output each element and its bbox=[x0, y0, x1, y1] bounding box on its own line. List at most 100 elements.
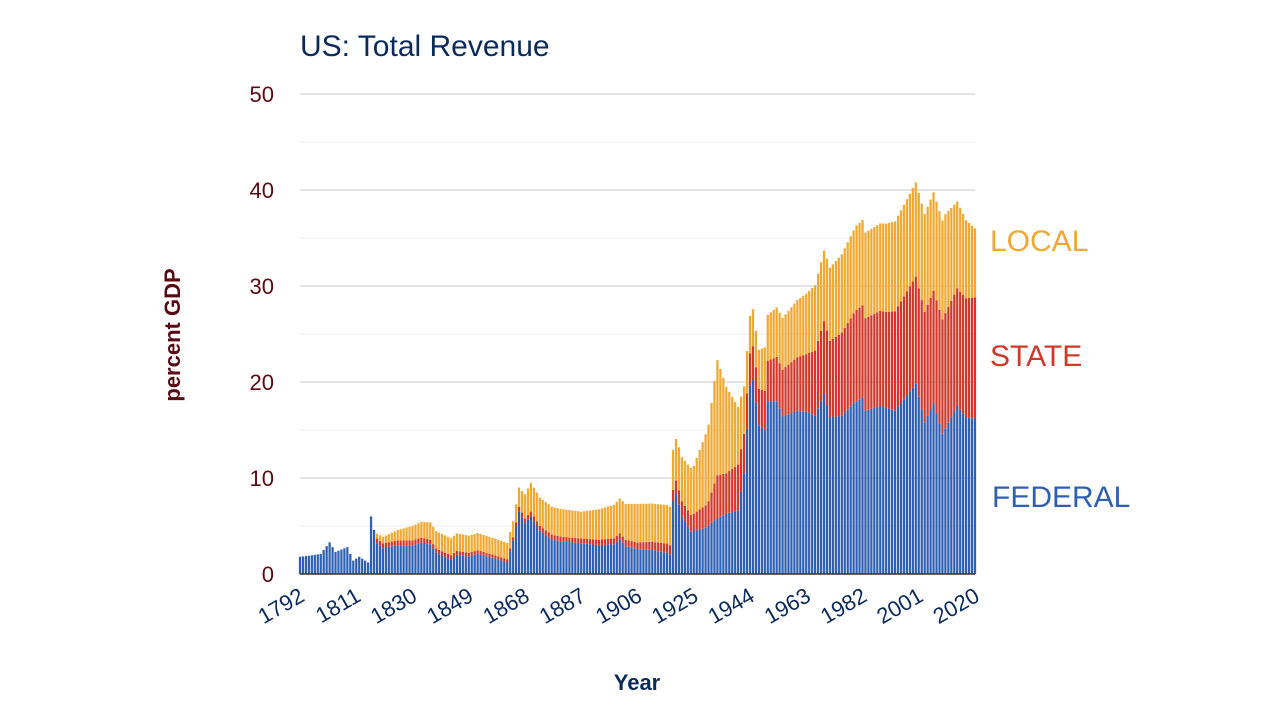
bar-local bbox=[911, 188, 914, 282]
bar-federal bbox=[805, 411, 808, 574]
bar-state bbox=[692, 513, 695, 531]
bar-state bbox=[408, 540, 411, 546]
bar-local bbox=[624, 503, 627, 540]
bar-local bbox=[816, 273, 820, 341]
bar-local bbox=[529, 482, 533, 512]
x-axis-ticks: 1792 1811 1830 1849 1868 1887 1906 1925 1944 1963… bbox=[254, 583, 984, 629]
bar-state bbox=[612, 538, 615, 545]
bar-state bbox=[378, 540, 382, 546]
bar-local bbox=[393, 531, 396, 541]
bar-federal bbox=[488, 557, 491, 574]
bar-state bbox=[914, 276, 917, 384]
bar-local bbox=[917, 192, 920, 289]
bar-state bbox=[532, 516, 535, 522]
bar-state bbox=[544, 530, 547, 536]
bar-federal bbox=[905, 395, 909, 574]
bar-local bbox=[674, 438, 678, 481]
bar-local bbox=[692, 465, 695, 514]
bar-local bbox=[769, 312, 772, 360]
bar-local bbox=[882, 223, 885, 312]
bar-state bbox=[636, 542, 639, 550]
bar-state bbox=[630, 541, 633, 548]
bar-state bbox=[923, 311, 926, 423]
bar-local bbox=[953, 204, 956, 295]
bar-state bbox=[825, 330, 829, 406]
bar-federal bbox=[888, 408, 891, 574]
bar-local bbox=[479, 534, 482, 552]
bar-local bbox=[497, 539, 500, 557]
bar-local bbox=[864, 232, 867, 319]
bar-federal bbox=[612, 544, 615, 574]
bar-local bbox=[947, 211, 950, 307]
bar-local bbox=[935, 201, 938, 301]
x-axis-label: Year bbox=[614, 670, 661, 695]
bar-federal bbox=[494, 558, 497, 574]
bar-federal bbox=[458, 555, 461, 574]
bar-state bbox=[562, 536, 565, 542]
bar-state bbox=[959, 291, 962, 410]
bar-federal bbox=[692, 530, 695, 574]
bar-federal bbox=[846, 409, 849, 574]
bar-state bbox=[938, 309, 941, 424]
bar-local bbox=[544, 502, 547, 531]
bar-local bbox=[491, 537, 494, 555]
bar-local bbox=[633, 503, 636, 542]
bar-local bbox=[905, 199, 909, 292]
bar-local bbox=[929, 199, 932, 298]
bar-federal bbox=[520, 517, 524, 574]
bar-federal bbox=[378, 545, 382, 574]
bar-state bbox=[828, 341, 832, 418]
bar-federal bbox=[834, 416, 837, 574]
bar-state bbox=[840, 332, 843, 416]
bar-federal bbox=[822, 393, 826, 574]
bar-local bbox=[876, 225, 879, 313]
bar-state bbox=[452, 553, 456, 558]
bar-state bbox=[683, 505, 686, 522]
bar-federal bbox=[716, 518, 719, 574]
bar-federal bbox=[432, 548, 435, 574]
bar-federal bbox=[757, 425, 760, 574]
bar-federal bbox=[443, 556, 447, 574]
bar-state bbox=[917, 288, 920, 397]
bar-state bbox=[707, 501, 710, 526]
bar-local bbox=[861, 219, 864, 306]
bar-local bbox=[811, 288, 814, 352]
bar-local bbox=[461, 534, 464, 552]
bar-federal bbox=[597, 545, 601, 574]
bar-federal bbox=[535, 526, 538, 574]
bar-local bbox=[473, 533, 476, 552]
bar-state bbox=[479, 551, 482, 555]
bar-federal bbox=[908, 391, 911, 574]
bar-federal bbox=[340, 549, 343, 574]
bar-local bbox=[414, 524, 417, 540]
bar-federal bbox=[802, 411, 805, 574]
bar-state bbox=[497, 556, 500, 560]
bar-state bbox=[728, 471, 731, 513]
bar-federal bbox=[858, 399, 861, 574]
bar-local bbox=[402, 528, 405, 541]
bar-state bbox=[642, 542, 645, 550]
bar-state bbox=[660, 542, 663, 552]
bar-local bbox=[725, 386, 728, 474]
bar-federal bbox=[929, 409, 932, 574]
y-tick-label: 20 bbox=[250, 370, 274, 395]
bar-local bbox=[440, 533, 444, 552]
bar-state bbox=[855, 310, 858, 402]
x-tick-label: 1906 bbox=[591, 583, 646, 629]
bar-federal bbox=[358, 556, 361, 574]
bar-federal bbox=[603, 544, 607, 574]
bar-local bbox=[710, 402, 713, 493]
bar-federal bbox=[899, 403, 903, 574]
bar-state bbox=[586, 538, 589, 544]
bar-local bbox=[580, 511, 583, 539]
bar-local bbox=[763, 347, 766, 391]
bar-state bbox=[399, 540, 402, 546]
bar-federal bbox=[509, 551, 512, 574]
bar-local bbox=[443, 535, 447, 553]
bar-local bbox=[885, 223, 888, 312]
bar-state bbox=[962, 295, 965, 414]
bar-local bbox=[627, 503, 630, 541]
bar-federal bbox=[384, 547, 387, 574]
bar-state bbox=[885, 311, 888, 408]
bar-federal bbox=[790, 413, 793, 574]
